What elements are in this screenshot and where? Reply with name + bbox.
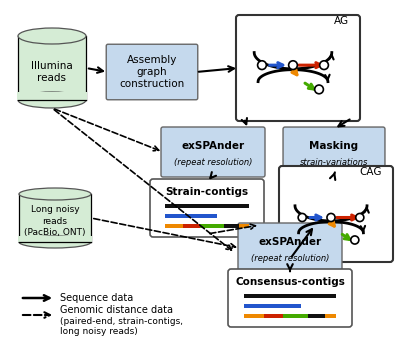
Circle shape [258, 61, 266, 69]
FancyBboxPatch shape [283, 127, 385, 177]
Bar [264, 314, 283, 318]
Text: Masking: Masking [310, 141, 358, 152]
Bar [224, 224, 239, 228]
Circle shape [327, 214, 335, 222]
Text: (paired-end, strain-contigs,: (paired-end, strain-contigs, [60, 317, 183, 325]
FancyBboxPatch shape [106, 44, 198, 100]
Bar [239, 224, 249, 228]
Bar [200, 224, 224, 228]
Text: (repeat resolution): (repeat resolution) [174, 158, 252, 167]
Bar [165, 214, 217, 218]
Text: strain-variations: strain-variations [300, 158, 368, 167]
Text: CAG: CAG [360, 167, 382, 177]
Ellipse shape [18, 92, 86, 108]
Text: Sequence data: Sequence data [60, 293, 133, 303]
Bar [165, 224, 184, 228]
Circle shape [289, 61, 297, 69]
Text: (repeat resolution): (repeat resolution) [251, 254, 329, 262]
Bar [325, 314, 336, 318]
FancyBboxPatch shape [161, 127, 265, 177]
Bar [17, 91, 87, 100]
Circle shape [298, 214, 306, 222]
Ellipse shape [19, 236, 91, 248]
Text: AG: AG [334, 16, 349, 26]
Bar [244, 304, 301, 308]
Bar [18, 236, 92, 242]
Text: Genomic distance data: Genomic distance data [60, 305, 173, 315]
Ellipse shape [19, 188, 91, 200]
Circle shape [315, 85, 324, 94]
Bar [19, 194, 91, 242]
FancyBboxPatch shape [150, 179, 264, 237]
Circle shape [356, 214, 364, 222]
FancyBboxPatch shape [238, 223, 342, 273]
Circle shape [351, 236, 359, 244]
FancyBboxPatch shape [236, 15, 360, 121]
FancyBboxPatch shape [279, 166, 393, 262]
Bar [244, 294, 336, 298]
Circle shape [320, 61, 328, 69]
Bar [184, 224, 200, 228]
Text: exSPAnder: exSPAnder [182, 141, 244, 152]
Bar [308, 314, 325, 318]
Bar [18, 36, 86, 100]
Text: long noisy reads): long noisy reads) [60, 327, 138, 337]
Bar [244, 314, 264, 318]
Ellipse shape [18, 28, 86, 44]
Text: Strain-contigs: Strain-contigs [166, 187, 248, 197]
Text: Long noisy
reads
(PacBio, ONT): Long noisy reads (PacBio, ONT) [24, 205, 86, 237]
Text: exSPAnder: exSPAnder [258, 237, 322, 248]
Bar [165, 204, 249, 208]
Text: Illumina
reads: Illumina reads [31, 61, 73, 83]
FancyBboxPatch shape [228, 269, 352, 327]
Bar [283, 314, 308, 318]
Text: Assembly
graph
construction: Assembly graph construction [119, 55, 185, 89]
Text: Consensus-contigs: Consensus-contigs [235, 277, 345, 287]
